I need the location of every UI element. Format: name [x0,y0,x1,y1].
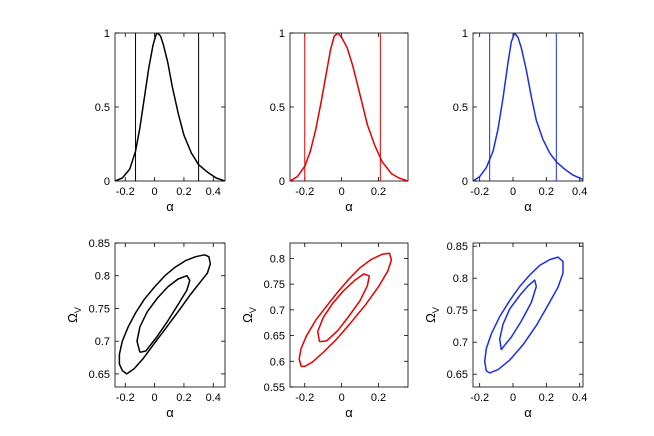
x-tick-label: 0.4 [572,392,587,404]
x-axis-label: α [345,405,353,420]
y-tick-label: 0.5 [95,102,110,114]
axes-frame [289,242,409,388]
y-tick-label: 0.5 [270,102,285,114]
axes-frame [472,242,584,388]
axes-frame [114,242,226,388]
x-tick-label: 0.2 [176,392,191,404]
x-tick-label: 0.4 [206,186,221,198]
series-inner-contour [316,273,371,343]
x-tick-label: 0.4 [206,392,221,404]
y-axis-label-symbol: Ω [65,313,80,323]
y-tick-label: 0.75 [447,305,468,317]
x-tick-label: -0.2 [295,392,314,404]
x-tick-label: 0 [339,392,345,404]
series-outer-contour [298,252,393,368]
axes-frame [114,32,226,182]
x-tick-label: 0 [339,186,345,198]
panel-bottom-left: -0.2 0 0.2 0.4 0.65 0.7 0.75 0.8 0.85 α ΩV [65,238,226,420]
y-tick-label: 0.85 [89,238,110,250]
x-tick-label: -0.2 [295,186,314,198]
series-likelihood [290,33,408,181]
y-tick-label: 0.75 [89,303,110,315]
panel-bottom-right: -0.2 0 0.2 0.4 0.65 0.7 0.75 0.8 0.85 α ΩV [423,241,587,420]
y-axis-label: ΩV [65,307,83,323]
x-tick-label: 0 [152,392,158,404]
panel-top-middle: -0.2 0 0.2 0 0.5 1 α [270,28,409,214]
y-tick-label: 0 [104,176,110,188]
panel-bottom-middle: -0.2 0 0.2 0.55 0.6 0.65 0.7 0.75 0.8 α ΩV [240,242,409,420]
y-tick-label: 0.8 [453,273,468,285]
x-tick-label: 0.2 [371,392,386,404]
x-axis-label: α [524,199,532,214]
y-tick-label: 0.75 [264,279,285,291]
y-tick-label: 1 [462,28,468,40]
x-tick-label: 0 [510,392,516,404]
x-tick-label: 0.2 [176,186,191,198]
y-axis-label: ΩV [423,307,441,323]
y-axis-label-subscript: V [248,307,258,313]
y-tick-label: 1 [279,28,285,40]
y-axis-label-subscript: V [73,307,83,313]
x-tick-label: -0.2 [116,186,135,198]
x-tick-label: -0.2 [470,392,489,404]
series-outer-contour [483,256,564,374]
y-tick-label: 1 [104,28,110,40]
x-axis-label: α [524,405,532,420]
y-tick-label: 0.6 [270,356,285,368]
y-tick-label: 0.65 [447,369,468,381]
y-tick-label: 0.7 [270,305,285,317]
x-tick-label: 0.2 [539,186,554,198]
x-tick-label: -0.2 [116,392,135,404]
y-axis-label: ΩV [240,307,258,323]
series-inner-contour [136,274,191,354]
x-tick-label: 0.2 [539,392,554,404]
x-tick-label: 0.4 [572,186,587,198]
y-axis-label-symbol: Ω [423,313,438,323]
series-inner-contour [498,279,538,351]
x-axis-label: α [345,199,353,214]
y-tick-label: 0 [462,176,468,188]
y-tick-label: 0 [279,176,285,188]
x-axis-label: α [166,405,174,420]
y-tick-label: 0.7 [95,336,110,348]
y-axis-label-symbol: Ω [240,313,255,323]
y-tick-label: 0.8 [95,271,110,283]
y-tick-label: 0.5 [453,102,468,114]
series-likelihood [115,33,225,181]
x-tick-label: 0 [510,186,516,198]
x-tick-label: -0.2 [470,186,489,198]
y-axis-label-subscript: V [431,307,441,313]
panel-top-left: -0.2 0 0.2 0.4 0 0.5 1 α [95,28,226,214]
series-outer-contour [118,254,212,375]
y-tick-label: 0.65 [89,369,110,381]
y-tick-label: 0.85 [447,241,468,253]
series-likelihood [473,33,583,181]
panel-top-right: -0.2 0 0.2 0.400.51α [453,28,588,214]
y-tick-label: 0.65 [264,331,285,343]
y-tick-label: 0.7 [453,337,468,349]
y-tick-label: 0.8 [270,253,285,265]
x-tick-label: 0.2 [371,186,386,198]
x-tick-label: 0 [152,186,158,198]
x-axis-label: α [166,199,174,214]
y-tick-label: 0.55 [264,382,285,394]
